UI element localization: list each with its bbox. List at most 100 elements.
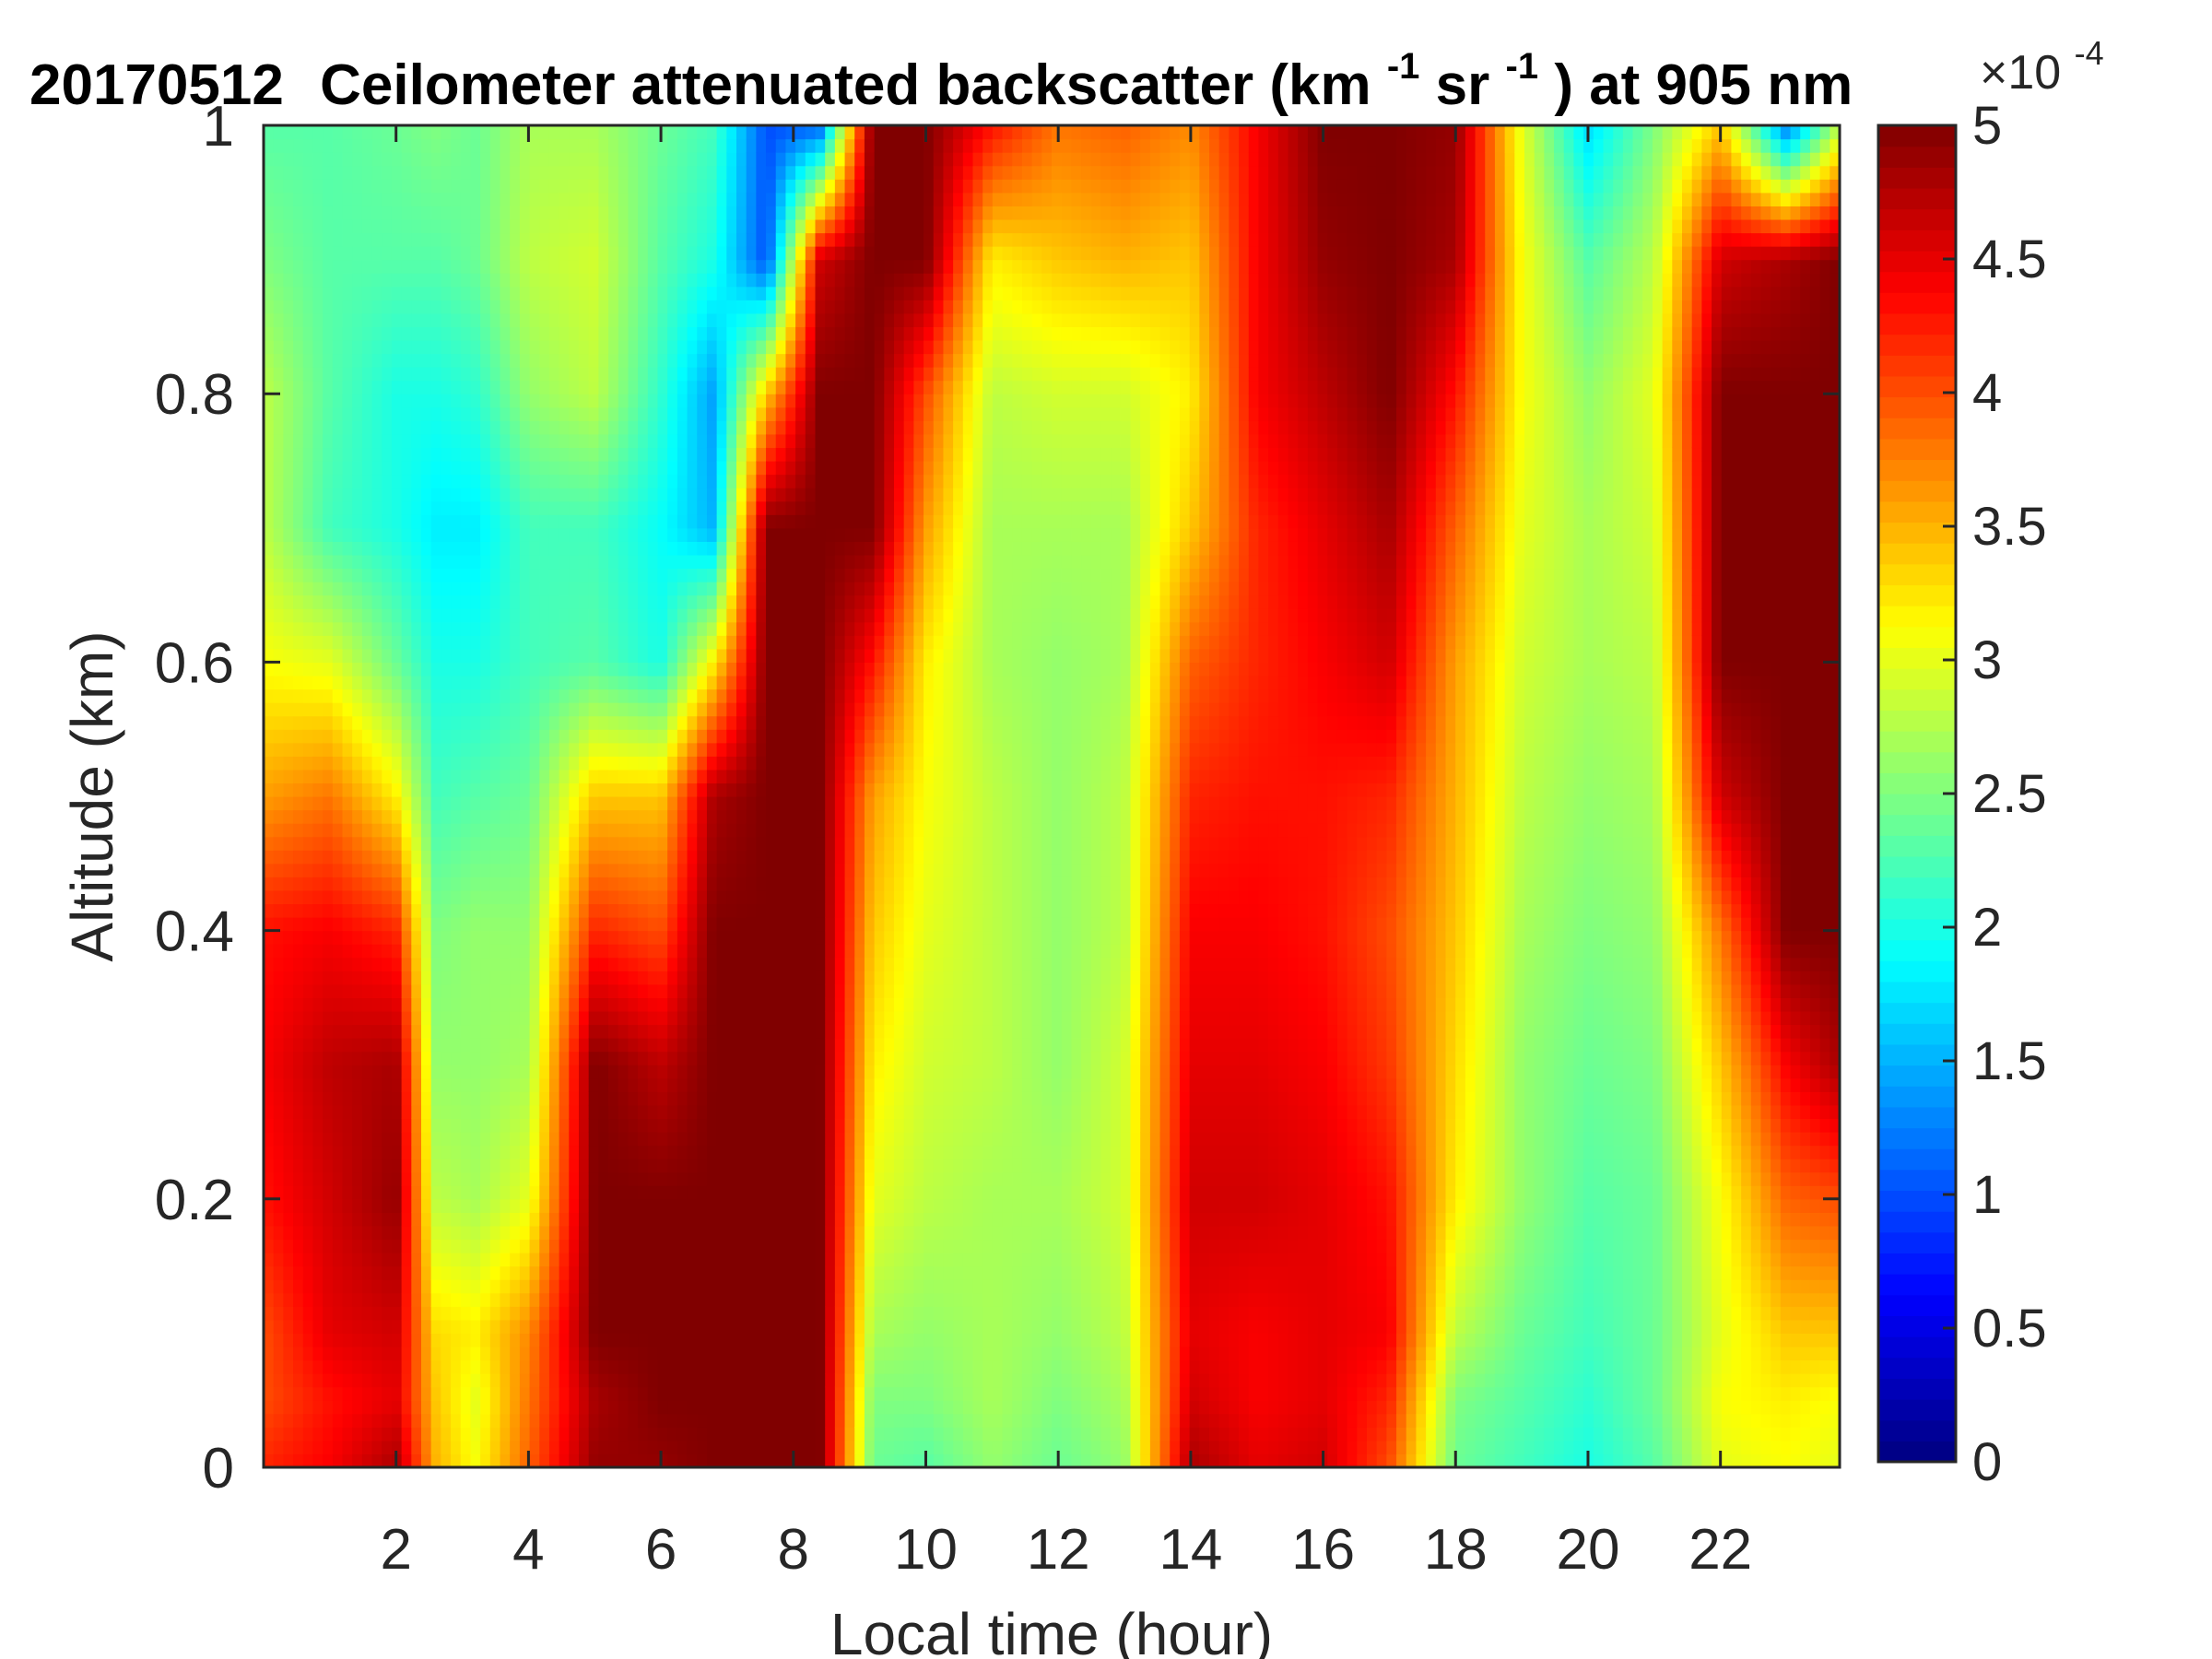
- heatmap-cell: [677, 568, 688, 582]
- heatmap-cell: [510, 394, 521, 408]
- heatmap-cell: [559, 527, 570, 542]
- heatmap-cell: [430, 152, 441, 167]
- heatmap-cell: [391, 1010, 403, 1026]
- heatmap-cell: [323, 756, 334, 771]
- heatmap-cell: [697, 782, 708, 797]
- heatmap-cell: [312, 863, 324, 877]
- heatmap-cell: [510, 1077, 521, 1092]
- heatmap-cell: [460, 621, 472, 636]
- heatmap-cell: [657, 1024, 668, 1039]
- heatmap-cell: [569, 380, 580, 394]
- heatmap-cell: [312, 635, 324, 650]
- heatmap-cell: [451, 1333, 462, 1347]
- heatmap-cell: [716, 635, 727, 650]
- heatmap-cell: [579, 353, 590, 368]
- heatmap-cell: [312, 1145, 324, 1159]
- heatmap-cell: [519, 930, 531, 945]
- heatmap-cell: [342, 353, 353, 368]
- heatmap-cell: [579, 1413, 590, 1428]
- heatmap-cell: [401, 1118, 412, 1133]
- heatmap-cell: [569, 1440, 580, 1455]
- heatmap-cell: [647, 420, 659, 435]
- heatmap-cell: [569, 527, 580, 542]
- heatmap-cell: [441, 179, 452, 194]
- heatmap-cell: [430, 1306, 441, 1321]
- heatmap-cell: [361, 675, 373, 690]
- heatmap-cell: [510, 488, 521, 502]
- heatmap-cell: [302, 997, 314, 1012]
- heatmap-cell: [638, 488, 649, 502]
- heatmap-cell: [470, 1413, 481, 1428]
- heatmap-cell: [382, 1159, 393, 1173]
- heatmap-cell: [716, 500, 727, 515]
- heatmap-cell: [421, 300, 432, 314]
- heatmap-cell: [361, 889, 373, 905]
- heatmap-cell: [628, 1306, 639, 1321]
- heatmap-cell: [283, 138, 294, 153]
- heatmap-cell: [352, 1038, 363, 1053]
- heatmap-cell: [529, 1279, 540, 1294]
- heatmap-cell: [361, 165, 373, 180]
- heatmap-cell: [361, 1400, 373, 1415]
- heatmap-cell: [470, 300, 481, 314]
- heatmap-cell: [510, 1132, 521, 1147]
- heatmap-cell: [687, 1265, 698, 1280]
- heatmap-cell: [312, 1279, 324, 1294]
- heatmap-cell: [628, 367, 639, 382]
- heatmap-cell: [470, 554, 481, 570]
- heatmap-cell: [628, 1427, 639, 1441]
- heatmap-cell: [657, 541, 668, 556]
- heatmap-cell: [618, 1306, 629, 1321]
- heatmap-cell: [293, 1386, 304, 1401]
- heatmap-cell: [657, 863, 668, 877]
- heatmap-cell: [312, 702, 324, 717]
- heatmap-cell: [293, 809, 304, 824]
- heatmap-cell: [667, 662, 678, 677]
- heatmap-cell: [588, 125, 599, 140]
- heatmap-cell: [726, 1319, 737, 1334]
- heatmap-cell: [667, 514, 678, 529]
- heatmap-cell: [430, 367, 441, 382]
- heatmap-cell: [451, 1185, 462, 1200]
- heatmap-cell: [489, 461, 501, 476]
- heatmap-cell: [510, 514, 521, 529]
- heatmap-cell: [726, 863, 737, 877]
- heatmap-cell: [529, 1145, 540, 1159]
- heatmap-cell: [559, 286, 570, 300]
- heatmap-cell: [500, 1038, 511, 1053]
- heatmap-cell: [687, 1253, 698, 1267]
- heatmap-cell: [460, 1253, 472, 1267]
- heatmap-cell: [667, 179, 678, 194]
- heatmap-cell: [548, 152, 560, 167]
- heatmap-cell: [598, 944, 609, 959]
- heatmap-cell: [361, 447, 373, 462]
- heatmap-cell: [312, 1091, 324, 1106]
- heatmap-cell: [332, 582, 344, 596]
- heatmap-cell: [588, 165, 599, 180]
- heatmap-cell: [697, 206, 708, 220]
- heatmap-cell: [667, 823, 678, 838]
- heatmap-cell: [283, 983, 294, 998]
- heatmap-cell: [421, 796, 432, 811]
- heatmap-cell: [323, 125, 334, 140]
- heatmap-cell: [264, 1010, 275, 1026]
- heatmap-cell: [323, 675, 334, 690]
- heatmap-cell: [746, 461, 757, 476]
- heatmap-cell: [352, 1359, 363, 1374]
- heatmap-cell: [706, 782, 718, 797]
- heatmap-cell: [293, 339, 304, 355]
- heatmap-cell: [371, 1413, 382, 1428]
- heatmap-cell: [726, 1212, 737, 1227]
- heatmap-cell: [470, 809, 481, 824]
- heatmap-cell: [352, 809, 363, 824]
- heatmap-cell: [716, 1427, 727, 1441]
- heatmap-cell: [667, 715, 678, 730]
- heatmap-cell: [441, 917, 452, 932]
- heatmap-cell: [519, 621, 531, 636]
- heatmap-cell: [273, 782, 284, 797]
- heatmap-cell: [618, 514, 629, 529]
- heatmap-cell: [579, 474, 590, 488]
- heatmap-cell: [647, 1346, 659, 1361]
- heatmap-cell: [548, 850, 560, 865]
- heatmap-cell: [430, 850, 441, 865]
